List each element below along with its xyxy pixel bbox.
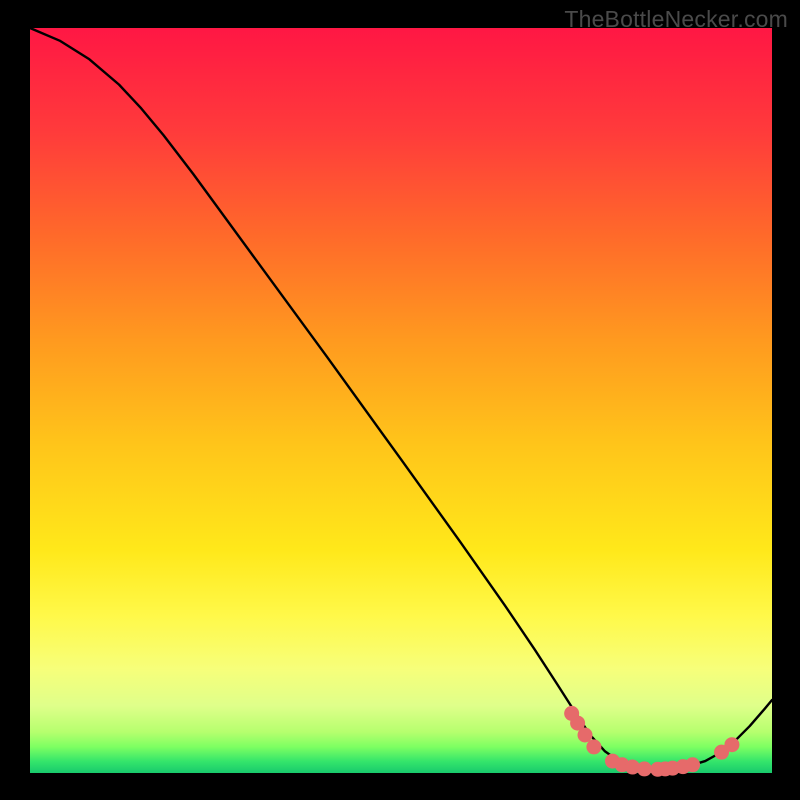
data-marker: [685, 757, 700, 772]
data-marker: [578, 728, 593, 743]
bottleneck-chart: [0, 0, 800, 800]
gradient-plot-area: [30, 28, 772, 773]
figure-stage: TheBottleNecker.com: [0, 0, 800, 800]
watermark-text: TheBottleNecker.com: [564, 6, 788, 33]
data-marker: [637, 761, 652, 776]
data-marker: [724, 737, 739, 752]
data-marker: [586, 739, 601, 754]
